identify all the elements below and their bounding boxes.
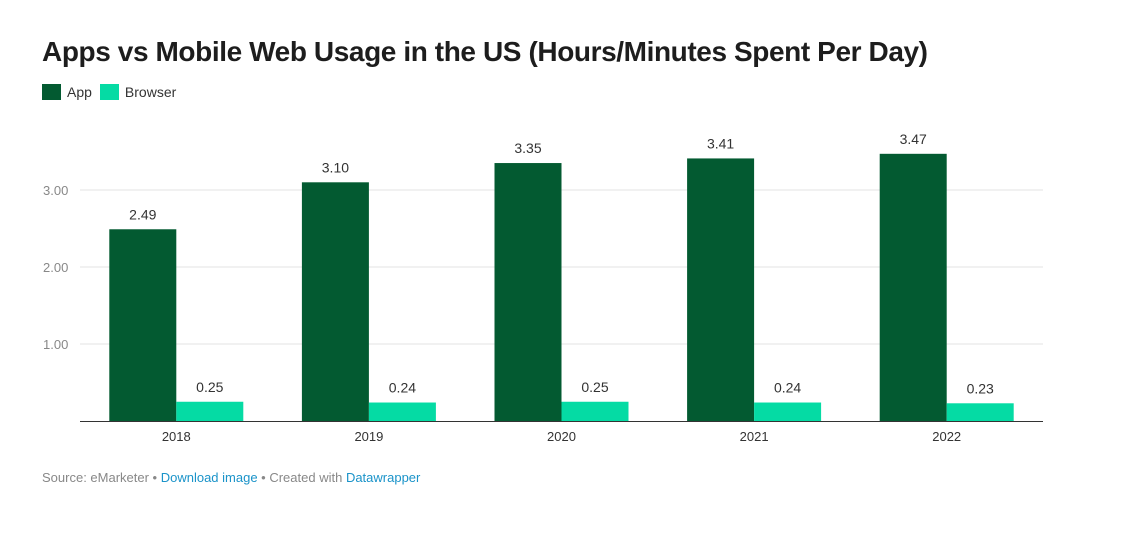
y-tick-label: 3.00 bbox=[43, 183, 68, 198]
data-label-browser-2022: 0.23 bbox=[967, 380, 994, 396]
data-label-browser-2018: 0.25 bbox=[196, 379, 223, 395]
bar-app-2020 bbox=[494, 163, 562, 422]
data-label-browser-2021: 0.24 bbox=[774, 380, 801, 396]
bar-browser-2021 bbox=[754, 402, 822, 421]
data-label-app-2020: 3.35 bbox=[514, 140, 541, 156]
bar-app-2022 bbox=[879, 153, 947, 421]
footer-separator: • bbox=[148, 470, 161, 485]
legend-swatch-app bbox=[42, 84, 61, 100]
data-label-app-2018: 2.49 bbox=[129, 206, 156, 222]
bar-browser-2019 bbox=[368, 402, 436, 421]
bar-browser-2022 bbox=[946, 403, 1014, 421]
data-label-app-2022: 3.47 bbox=[900, 131, 927, 147]
y-tick-label: 1.00 bbox=[43, 337, 68, 352]
data-label-app-2019: 3.10 bbox=[322, 159, 349, 175]
bar-app-2019 bbox=[301, 182, 369, 421]
legend-swatch-browser bbox=[99, 84, 119, 100]
y-tick-label: 2.00 bbox=[43, 260, 68, 275]
created-with-text: • Created with bbox=[257, 470, 346, 485]
x-tick-label: 2018 bbox=[162, 429, 191, 444]
data-label-browser-2019: 0.24 bbox=[389, 380, 416, 396]
download-image-link[interactable]: Download image bbox=[160, 470, 258, 485]
legend-item-browser: Browser bbox=[99, 84, 177, 100]
data-label-browser-2020: 0.25 bbox=[581, 379, 608, 395]
bar-app-2021 bbox=[687, 158, 755, 421]
data-label-app-2021: 3.41 bbox=[707, 135, 734, 151]
footer: Source: eMarketer • Download image • Cre… bbox=[42, 470, 420, 485]
x-tick-label: 2021 bbox=[740, 429, 769, 444]
bar-browser-2020 bbox=[561, 401, 629, 421]
chart-title: Apps vs Mobile Web Usage in the US (Hour… bbox=[42, 36, 928, 67]
source-text: Source: eMarketer bbox=[42, 470, 149, 485]
x-tick-label: 2019 bbox=[354, 429, 383, 444]
x-tick-label: 2022 bbox=[932, 429, 961, 444]
bar-browser-2018 bbox=[176, 401, 244, 421]
legend-item-app: App bbox=[42, 84, 92, 100]
legend-label-app: App bbox=[67, 84, 92, 100]
x-tick-label: 2020 bbox=[547, 429, 576, 444]
bar-app-2018 bbox=[109, 229, 177, 421]
legend: App Browser bbox=[42, 84, 184, 100]
datawrapper-link[interactable]: Datawrapper bbox=[345, 470, 421, 485]
legend-label-browser: Browser bbox=[124, 84, 177, 100]
